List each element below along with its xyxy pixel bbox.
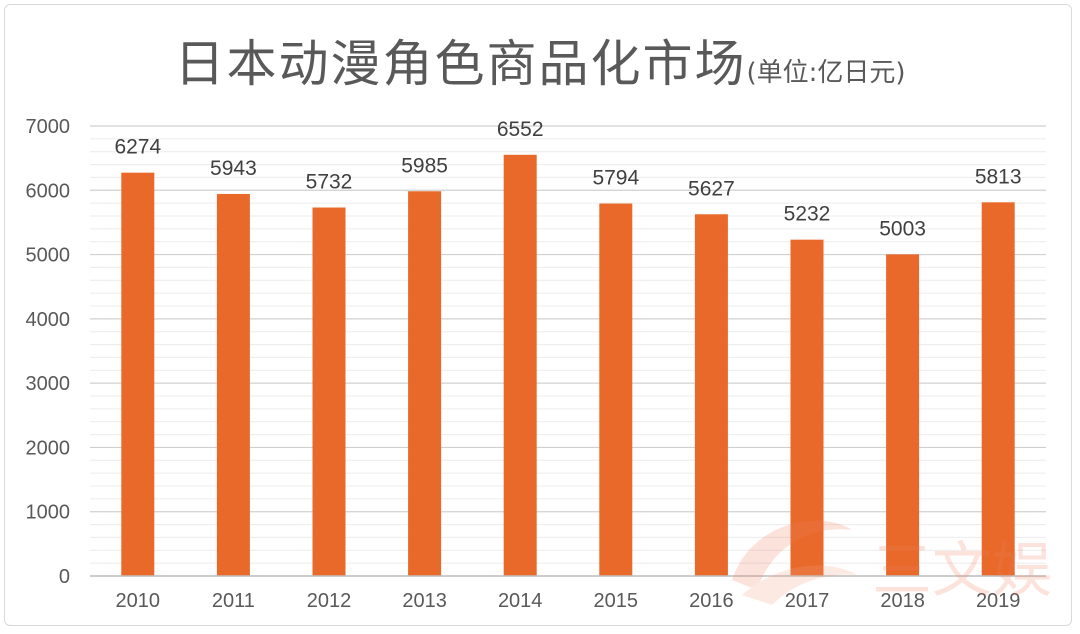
data-label: 5985 <box>401 154 448 177</box>
data-label: 5232 <box>784 203 831 226</box>
y-tick-label: 4000 <box>26 309 71 331</box>
x-tick-label: 2018 <box>880 590 925 612</box>
chart-title-main: 日本动漫角色商品化市场 <box>174 35 747 93</box>
bar <box>121 172 155 576</box>
y-tick-label: 1000 <box>26 502 71 524</box>
bar <box>312 207 346 576</box>
y-tick-label: 3000 <box>26 373 71 395</box>
data-label: 5794 <box>592 167 639 190</box>
bar <box>216 193 250 576</box>
data-label: 5732 <box>306 171 353 194</box>
y-tick-label: 0 <box>59 566 70 588</box>
data-label: 5627 <box>688 177 735 200</box>
bar <box>981 202 1015 577</box>
bar <box>408 191 442 576</box>
x-tick-label: 2015 <box>594 590 639 612</box>
x-tick-label: 2016 <box>689 590 734 612</box>
data-label: 5943 <box>210 157 257 180</box>
chart-title-unit: (单位:亿日元) <box>746 58 906 88</box>
chart-title: 日本动漫角色商品化市场(单位:亿日元) <box>0 24 1080 96</box>
y-tick-label: 7000 <box>26 116 71 138</box>
data-label: 6552 <box>497 118 544 141</box>
x-tick-label: 2012 <box>307 590 352 612</box>
x-tick-label: 2010 <box>116 590 161 612</box>
y-tick-label: 5000 <box>26 245 71 267</box>
bar <box>886 254 920 576</box>
data-label: 5813 <box>975 165 1022 188</box>
bar <box>694 214 728 576</box>
x-tick-label: 2013 <box>402 590 447 612</box>
x-tick-label: 2019 <box>976 590 1021 612</box>
bar <box>790 239 824 576</box>
bar <box>599 203 633 576</box>
data-label: 6274 <box>114 136 161 159</box>
data-label: 5003 <box>879 217 926 240</box>
x-tick-label: 2017 <box>785 590 830 612</box>
y-tick-label: 6000 <box>26 180 71 202</box>
bar <box>503 154 537 577</box>
x-tick-label: 2011 <box>212 590 255 612</box>
y-tick-label: 2000 <box>26 437 71 459</box>
x-tick-label: 2014 <box>498 590 543 612</box>
